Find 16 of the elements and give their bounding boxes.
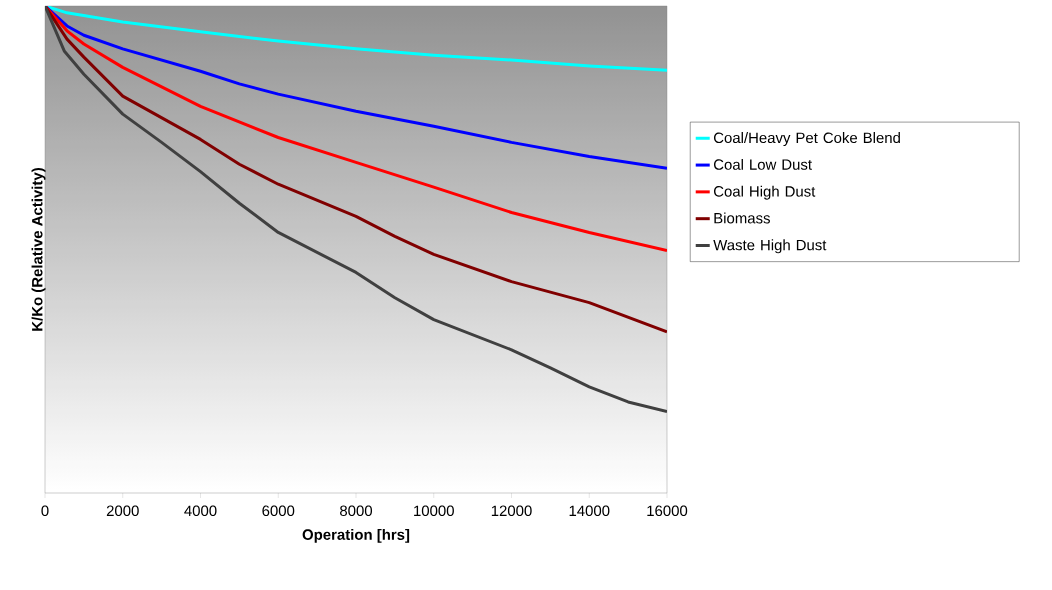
x-tick-label: 16000: [647, 505, 688, 517]
x-tick-label: 0: [41, 505, 49, 517]
y-axis-title: K/Ko (Relative Activity): [31, 168, 46, 331]
x-tick-label: 14000: [569, 505, 610, 517]
legend-label: Coal/Heavy Pet Coke Blend: [713, 132, 900, 147]
x-tick-label: 10000: [414, 505, 454, 517]
legend-label: Waste High Dust: [713, 239, 827, 254]
legend-label: Biomass: [714, 212, 770, 224]
legend-label: Coal High Dust: [713, 185, 816, 200]
x-tick-label: 12000: [491, 505, 532, 517]
x-tick-label: 4000: [184, 505, 217, 517]
x-tick-label: 8000: [340, 505, 373, 517]
x-tick-label: 6000: [262, 505, 295, 517]
x-tick-label: 2000: [106, 505, 139, 517]
legend-label: Coal Low Dust: [713, 158, 812, 170]
x-axis-title: Operation [hrs]: [302, 528, 410, 543]
